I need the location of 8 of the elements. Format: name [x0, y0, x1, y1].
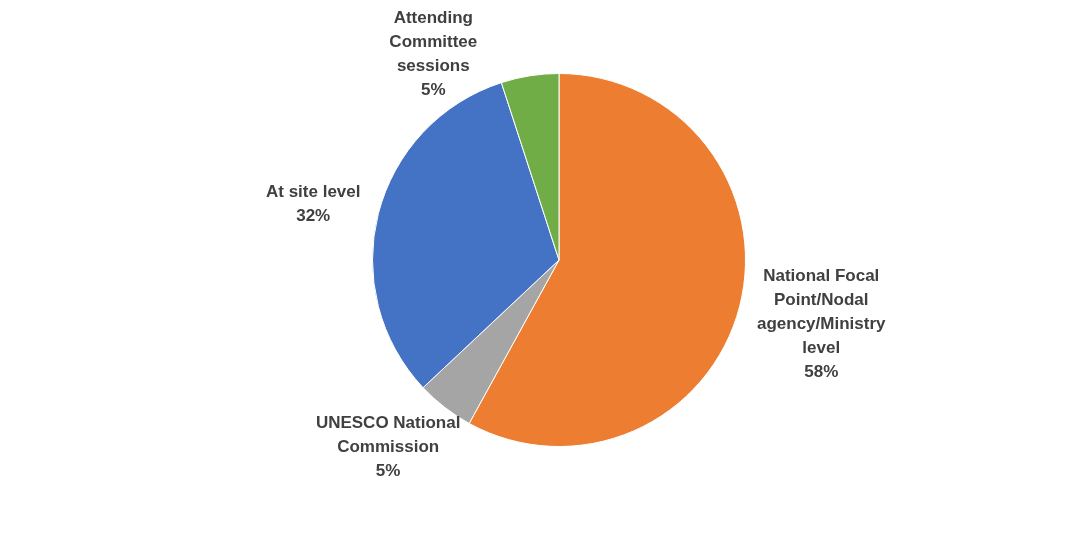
- slice-label: Attending Committee sessions: [389, 7, 478, 75]
- slice-label: UNESCO National Commission: [315, 412, 461, 456]
- data-label: 58%: [804, 362, 839, 382]
- data-label: 5%: [421, 79, 446, 99]
- data-label: 32%: [296, 205, 331, 225]
- data-label: 5%: [375, 460, 401, 480]
- slice-label: National Focal Point/Nodal agency/Ministry level: [756, 266, 887, 358]
- slice-label: At site level: [265, 181, 361, 201]
